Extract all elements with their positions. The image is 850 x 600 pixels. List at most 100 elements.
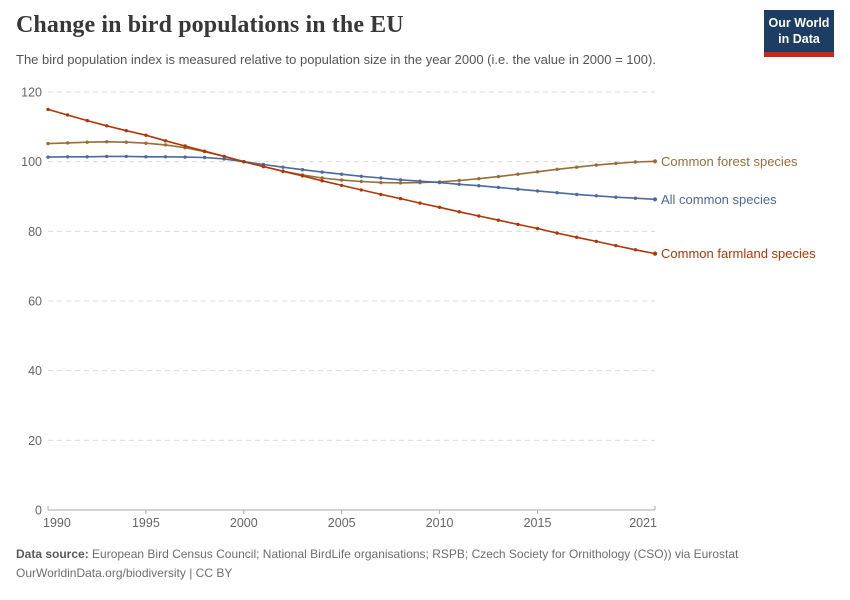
data-point-2021[interactable] xyxy=(652,251,658,256)
data-point-1992[interactable] xyxy=(85,140,89,144)
data-point-1990[interactable] xyxy=(46,155,50,159)
line-chart-canvas[interactable]: 0 20 40 60 80 100 120 1990 1995 2000 2005 2010 2015 2… xyxy=(0,80,850,540)
data-point-2018[interactable] xyxy=(594,239,598,244)
data-point-2011[interactable] xyxy=(457,178,461,183)
license-link[interactable]: CC BY xyxy=(195,566,233,581)
data-point-2013[interactable] xyxy=(496,174,501,179)
data-point-1995[interactable] xyxy=(144,155,148,159)
data-point-2021[interactable] xyxy=(652,197,658,202)
data-point-1993[interactable] xyxy=(105,124,109,128)
data-point-2001[interactable] xyxy=(261,164,266,169)
data-point-1996[interactable] xyxy=(163,155,168,159)
data-point-2020[interactable] xyxy=(633,248,638,252)
data-point-1997[interactable] xyxy=(183,144,187,148)
data-point-2019[interactable] xyxy=(614,161,618,166)
data-point-1990[interactable] xyxy=(46,107,50,112)
data-point-1999[interactable] xyxy=(222,157,226,161)
data-point-2012[interactable] xyxy=(477,184,481,188)
data-point-2014[interactable] xyxy=(516,172,520,176)
data-point-2005[interactable] xyxy=(340,172,344,176)
data-point-2014[interactable] xyxy=(516,222,520,227)
series-common-forest-species[interactable] xyxy=(46,140,658,185)
y-axis-label-80: 80 xyxy=(28,225,42,239)
data-point-2003[interactable] xyxy=(300,168,305,172)
owid-logo[interactable]: Our World in Data xyxy=(764,10,834,58)
data-point-2017[interactable] xyxy=(575,235,579,239)
data-point-2007[interactable] xyxy=(379,180,383,185)
data-point-1995[interactable] xyxy=(144,133,148,137)
data-point-2006[interactable] xyxy=(359,174,363,178)
data-point-2008[interactable] xyxy=(398,196,403,201)
data-point-2013[interactable] xyxy=(496,185,501,190)
data-point-2009[interactable] xyxy=(418,179,422,183)
data-point-2013[interactable] xyxy=(496,218,501,222)
data-point-2012[interactable] xyxy=(477,214,481,218)
data-point-2008[interactable] xyxy=(398,178,403,182)
data-point-2020[interactable] xyxy=(633,160,638,164)
data-point-1998[interactable] xyxy=(202,155,207,160)
data-point-2004[interactable] xyxy=(320,176,324,180)
data-point-2014[interactable] xyxy=(516,187,520,191)
data-point-2007[interactable] xyxy=(379,176,383,180)
data-point-1995[interactable] xyxy=(144,141,148,145)
series-line-common-forest-species[interactable] xyxy=(47,140,656,184)
data-point-1999[interactable] xyxy=(222,154,226,159)
data-point-2016[interactable] xyxy=(555,191,559,195)
series-line-all-common-species[interactable] xyxy=(47,155,656,201)
y-axis-label-0: 0 xyxy=(35,504,42,518)
data-point-2002[interactable] xyxy=(281,165,285,169)
data-point-2005[interactable] xyxy=(340,178,344,182)
data-point-1993[interactable] xyxy=(105,154,109,159)
data-point-2015[interactable] xyxy=(535,226,540,231)
data-point-2006[interactable] xyxy=(359,188,363,192)
data-point-2016[interactable] xyxy=(555,167,559,171)
data-point-1994[interactable] xyxy=(124,129,128,133)
data-point-2010[interactable] xyxy=(437,180,442,185)
legend-label-all-common-species[interactable]: All common species xyxy=(661,192,777,207)
data-point-2004[interactable] xyxy=(320,170,324,174)
data-point-2005[interactable] xyxy=(340,183,344,188)
data-point-2019[interactable] xyxy=(614,243,618,248)
series-line-common-farmland-species[interactable] xyxy=(47,108,656,255)
data-point-2018[interactable] xyxy=(594,194,598,198)
legend-label-common-farmland-species[interactable]: Common farmland species xyxy=(661,246,816,261)
data-point-1991[interactable] xyxy=(65,113,70,117)
data-point-1996[interactable] xyxy=(163,139,168,143)
data-point-2019[interactable] xyxy=(614,195,618,199)
data-point-2017[interactable] xyxy=(575,165,579,169)
data-point-2016[interactable] xyxy=(555,231,559,235)
data-point-1998[interactable] xyxy=(202,149,207,153)
data-point-2006[interactable] xyxy=(359,179,363,184)
data-point-2015[interactable] xyxy=(535,170,540,174)
data-point-1993[interactable] xyxy=(105,140,109,144)
data-point-1992[interactable] xyxy=(85,118,89,123)
data-point-2002[interactable] xyxy=(281,169,285,174)
data-point-2015[interactable] xyxy=(535,189,540,193)
footer-url-link[interactable]: OurWorldinData.org/biodiversity xyxy=(16,566,186,581)
data-point-2020[interactable] xyxy=(633,196,638,200)
data-point-2008[interactable] xyxy=(398,181,403,185)
data-point-1994[interactable] xyxy=(124,154,128,159)
data-point-2007[interactable] xyxy=(379,192,383,197)
data-point-1997[interactable] xyxy=(183,155,187,159)
data-point-2012[interactable] xyxy=(477,177,481,181)
data-point-2011[interactable] xyxy=(457,210,461,214)
data-point-2003[interactable] xyxy=(300,174,305,178)
data-point-1991[interactable] xyxy=(65,141,70,145)
data-point-2009[interactable] xyxy=(418,201,422,205)
data-point-1994[interactable] xyxy=(124,140,128,144)
data-point-1996[interactable] xyxy=(163,143,168,147)
data-point-1990[interactable] xyxy=(46,141,50,146)
data-point-2004[interactable] xyxy=(320,179,324,183)
data-point-2011[interactable] xyxy=(457,182,461,186)
data-point-1992[interactable] xyxy=(85,155,89,159)
data-point-2010[interactable] xyxy=(437,205,442,209)
data-point-2018[interactable] xyxy=(594,163,598,167)
data-point-2000[interactable] xyxy=(242,160,246,164)
data-point-1991[interactable] xyxy=(65,155,70,159)
series-common-farmland-species[interactable] xyxy=(46,107,658,256)
data-point-2017[interactable] xyxy=(575,192,579,197)
data-point-2021[interactable] xyxy=(652,159,658,164)
legend-label-common-forest-species[interactable]: Common forest species xyxy=(661,154,798,169)
